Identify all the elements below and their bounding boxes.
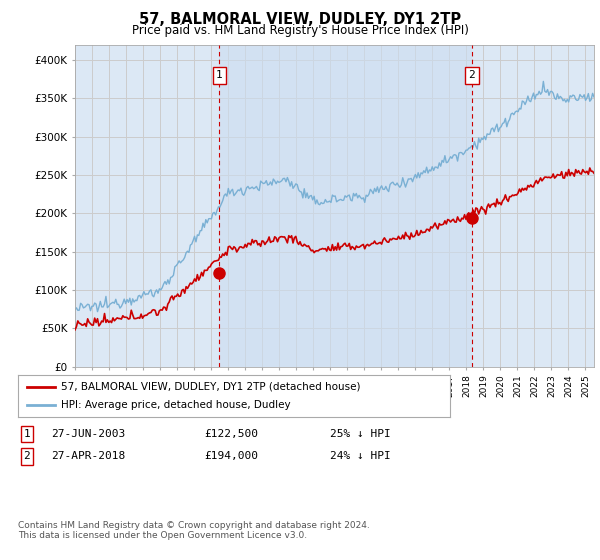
Text: 25% ↓ HPI: 25% ↓ HPI (330, 429, 391, 439)
Text: 1: 1 (216, 71, 223, 81)
Text: £194,000: £194,000 (204, 451, 258, 461)
Text: 1: 1 (23, 429, 31, 439)
Text: HPI: Average price, detached house, Dudley: HPI: Average price, detached house, Dudl… (61, 400, 291, 410)
Text: 27-JUN-2003: 27-JUN-2003 (51, 429, 125, 439)
Text: 24% ↓ HPI: 24% ↓ HPI (330, 451, 391, 461)
Text: 57, BALMORAL VIEW, DUDLEY, DY1 2TP: 57, BALMORAL VIEW, DUDLEY, DY1 2TP (139, 12, 461, 27)
Text: 2: 2 (23, 451, 31, 461)
Text: 57, BALMORAL VIEW, DUDLEY, DY1 2TP (detached house): 57, BALMORAL VIEW, DUDLEY, DY1 2TP (deta… (61, 382, 361, 392)
Text: Contains HM Land Registry data © Crown copyright and database right 2024.
This d: Contains HM Land Registry data © Crown c… (18, 521, 370, 540)
Text: Price paid vs. HM Land Registry's House Price Index (HPI): Price paid vs. HM Land Registry's House … (131, 24, 469, 36)
Text: 27-APR-2018: 27-APR-2018 (51, 451, 125, 461)
Text: 2: 2 (469, 71, 475, 81)
Bar (220, 45, 472, 367)
Text: £122,500: £122,500 (204, 429, 258, 439)
